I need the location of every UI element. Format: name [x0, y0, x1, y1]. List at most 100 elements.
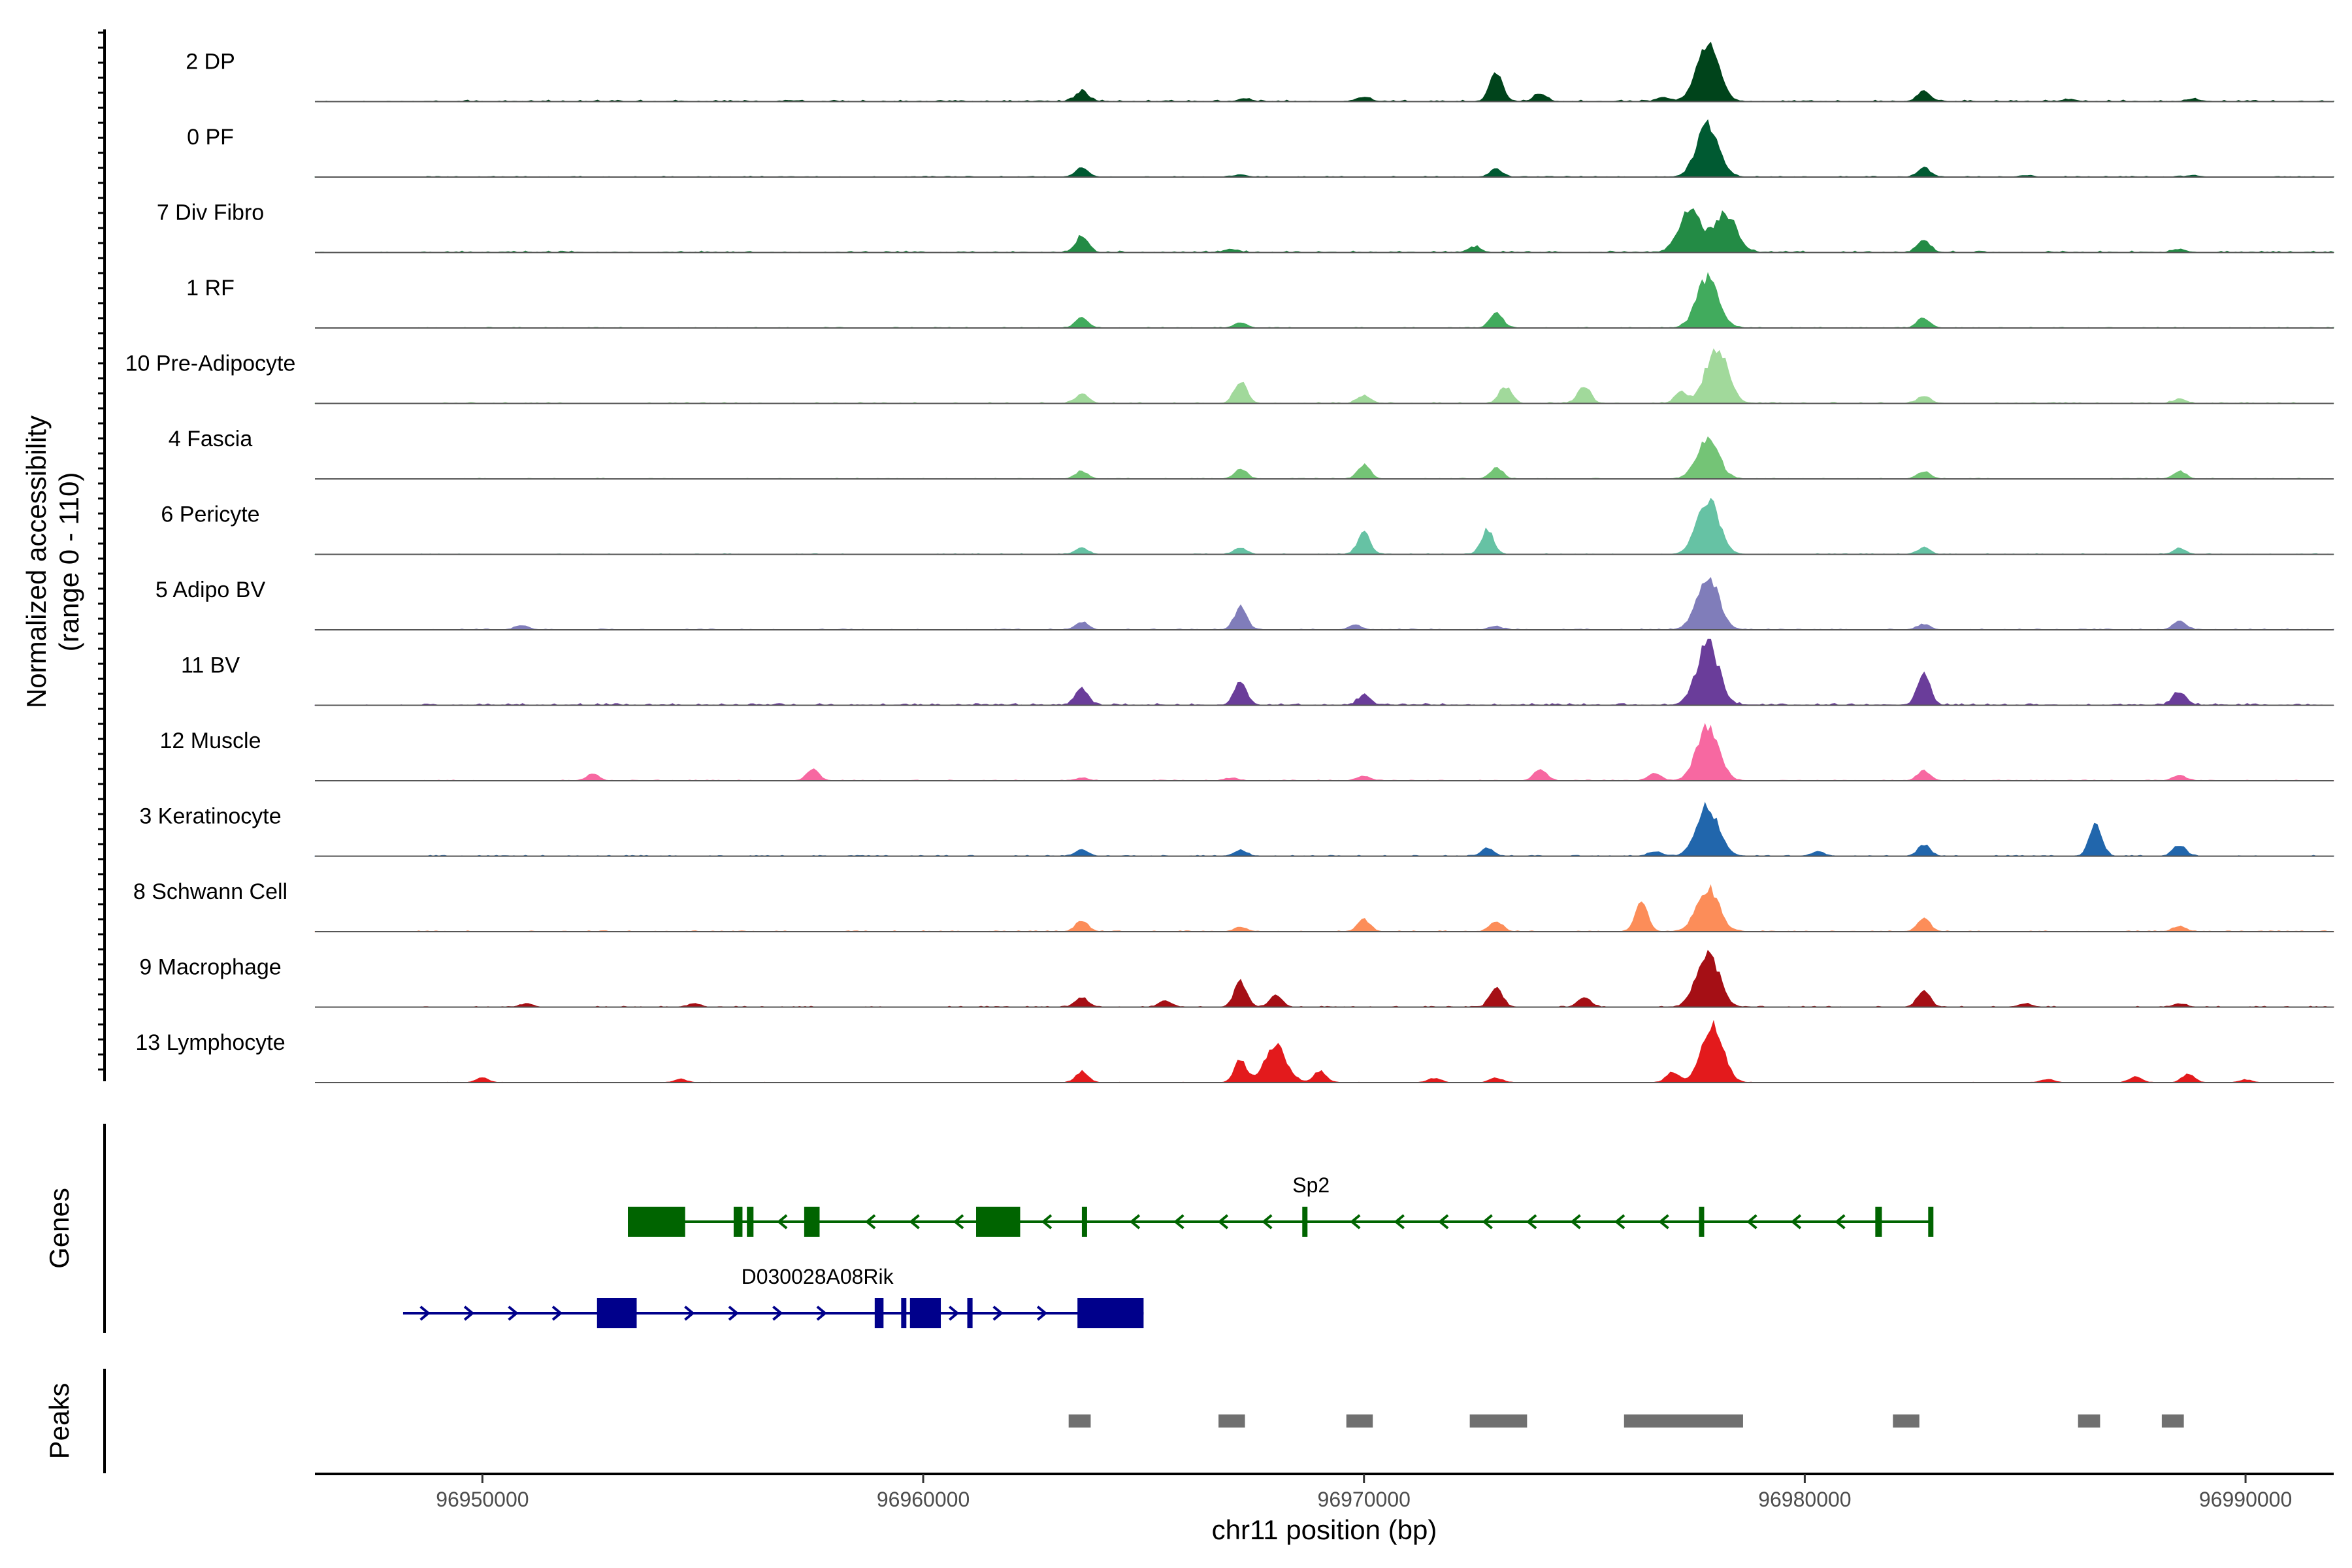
exon [747, 1207, 754, 1237]
strand-arrow [1658, 1214, 1669, 1230]
track-7-div-fibro: 7 Div Fibro [157, 201, 2334, 253]
peak-region [1068, 1414, 1091, 1428]
coverage-area [314, 119, 2334, 178]
peaks-panel: Peaks [44, 1369, 2184, 1473]
genes-panel-title: Genes [44, 1188, 74, 1269]
strand-arrow [1129, 1214, 1141, 1230]
track-9-macrophage: 9 Macrophage [139, 949, 2334, 1008]
strand-arrow [1526, 1214, 1537, 1230]
strand-arrow [1746, 1214, 1757, 1230]
track-12-muscle: 12 Muscle [160, 723, 2334, 781]
strand-arrow [992, 1305, 1004, 1321]
strand-arrow [864, 1214, 876, 1230]
accessibility-axis [98, 29, 106, 1081]
exon [1077, 1298, 1144, 1328]
peak-region [1218, 1414, 1245, 1428]
track-label: 2 DP [186, 50, 235, 74]
peak-region [2078, 1414, 2100, 1428]
exon [1875, 1207, 1882, 1237]
x-tick-label: 96960000 [877, 1488, 970, 1511]
gene-sp2: Sp2 [628, 1173, 1934, 1237]
track-4-fascia: 4 Fascia [169, 427, 2334, 480]
coverage-area [315, 1020, 2334, 1083]
coverage-area [314, 208, 2334, 253]
exon [967, 1298, 973, 1328]
gene-d030028a08rik: D030028A08Rik [402, 1265, 1144, 1328]
strand-arrow [1173, 1214, 1184, 1230]
exon [1928, 1207, 1934, 1237]
strand-arrow [1614, 1214, 1625, 1230]
strand-arrow [684, 1305, 695, 1321]
exon [874, 1298, 884, 1328]
track-3-keratinocyte: 3 Keratinocyte [139, 802, 2334, 857]
strand-arrow [1482, 1214, 1493, 1230]
strand-arrow [1262, 1214, 1273, 1230]
track-10-pre-adipocyte: 10 Pre-Adipocyte [125, 348, 2334, 404]
strand-arrow [1217, 1214, 1229, 1230]
track-label: 11 BV [181, 653, 240, 678]
strand-arrow [551, 1305, 563, 1321]
strand-arrow [777, 1214, 788, 1230]
y-axis-title: Normalized accessibility [21, 416, 52, 708]
coverage-area [315, 723, 2334, 781]
exon [976, 1207, 1021, 1237]
strand-arrow [728, 1305, 740, 1321]
coverage-area [314, 436, 2334, 480]
strand-arrow [816, 1305, 827, 1321]
strand-arrow [1835, 1214, 1846, 1230]
exon [1699, 1207, 1705, 1237]
exon [596, 1298, 637, 1328]
track-6-pericyte: 6 Pericyte [161, 497, 2334, 555]
x-tick-label: 96950000 [436, 1488, 529, 1511]
x-tick-label: 96980000 [1758, 1488, 1851, 1511]
coverage-area [314, 348, 2334, 404]
track-label: 0 PF [187, 125, 234, 150]
track-label: 9 Macrophage [139, 955, 281, 980]
exon [1081, 1207, 1087, 1237]
strand-arrow [1036, 1305, 1048, 1321]
y-axis-title-range: (range 0 - 110) [54, 472, 84, 652]
track-8-schwann-cell: 8 Schwann Cell [133, 879, 2334, 932]
strand-arrow [1438, 1214, 1449, 1230]
strand-arrow [1790, 1214, 1802, 1230]
coverage-area [314, 884, 2334, 932]
peak-region [1346, 1414, 1373, 1428]
x-axis: 96950000 96960000 96970000 96980000 96990000… [315, 1473, 2334, 1545]
track-label: 1 RF [186, 276, 235, 301]
peak-region [2161, 1414, 2184, 1428]
coverage-tracks: 2 DP 0 PF 7 Div Fibro 1 RF 10 Pre-Adipocyte 4… [125, 41, 2334, 1083]
track-label: 10 Pre-Adipocyte [125, 351, 296, 376]
coverage-area [314, 577, 2334, 630]
coverage-area [314, 638, 2334, 706]
exon [1302, 1207, 1308, 1237]
x-axis-title: chr11 position (bp) [1212, 1514, 1437, 1545]
track-label: 4 Fascia [169, 427, 253, 451]
coverage-area [314, 41, 2334, 103]
gene-label: D030028A08Rik [742, 1265, 894, 1288]
track-label: 7 Div Fibro [157, 201, 264, 225]
track-label: 5 Adipo BV [155, 578, 266, 602]
strand-arrow [1041, 1214, 1053, 1230]
strand-arrow [1570, 1214, 1581, 1230]
track-label: 3 Keratinocyte [139, 804, 281, 829]
exon [733, 1207, 743, 1237]
track-0-pf: 0 PF [187, 119, 2334, 178]
strand-arrow [948, 1305, 960, 1321]
strand-arrow [419, 1305, 431, 1321]
strand-arrow [1394, 1214, 1405, 1230]
track-label: 13 Lymphocyte [135, 1030, 285, 1055]
exon [909, 1298, 941, 1328]
exon [804, 1207, 820, 1237]
gene-label: Sp2 [1292, 1173, 1330, 1197]
exon [628, 1207, 685, 1237]
peaks-panel-title: Peaks [44, 1383, 74, 1460]
strand-arrow [953, 1214, 964, 1230]
strand-arrow [1350, 1214, 1361, 1230]
peak-region [1893, 1414, 1919, 1428]
exon [901, 1298, 907, 1328]
genes-panel: Genes Sp2 D030028A08Rik [44, 1124, 1934, 1333]
x-tick-label: 96990000 [2199, 1488, 2292, 1511]
coverage-area [314, 272, 2334, 329]
strand-arrow [508, 1305, 519, 1321]
